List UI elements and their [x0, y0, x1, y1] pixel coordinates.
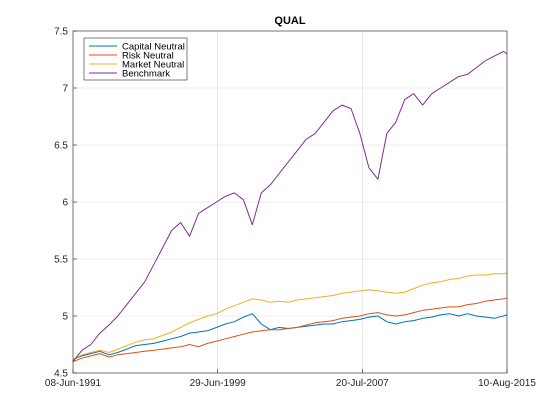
legend-label: Benchmark [122, 69, 170, 80]
y-tick-label: 7.5 [54, 27, 68, 38]
series-line-risk-neutral [72, 297, 508, 363]
legend-label: Market Neutral [122, 60, 184, 71]
x-tick-label: 08-Jun-1991 [45, 378, 102, 389]
axis-ticks: 4.5 5 5.5 6 6.5 7 7.5 08-Jun-1991 29-Jun-1999 20-… [45, 27, 536, 390]
y-tick-label: 4.5 [54, 369, 68, 380]
y-tick-label: 5.5 [54, 255, 68, 266]
y-tick-label: 7 [62, 84, 68, 95]
series-lines [72, 51, 508, 363]
series-line-benchmark [72, 51, 508, 362]
x-tick-label: 20-Jul-2007 [336, 378, 389, 389]
series-line-market-neutral [72, 272, 508, 360]
x-tick-label: 10-Aug-2015 [478, 378, 536, 389]
legend-label: Risk Neutral [122, 51, 174, 62]
y-tick-label: 6.5 [54, 141, 68, 152]
legend-label: Capital Neutral [122, 42, 185, 53]
chart-title: QUAL [274, 15, 305, 27]
y-tick-label: 6 [62, 198, 68, 209]
x-tick-label: 29-Jun-1999 [190, 378, 247, 389]
y-tick-label: 5 [62, 312, 68, 323]
